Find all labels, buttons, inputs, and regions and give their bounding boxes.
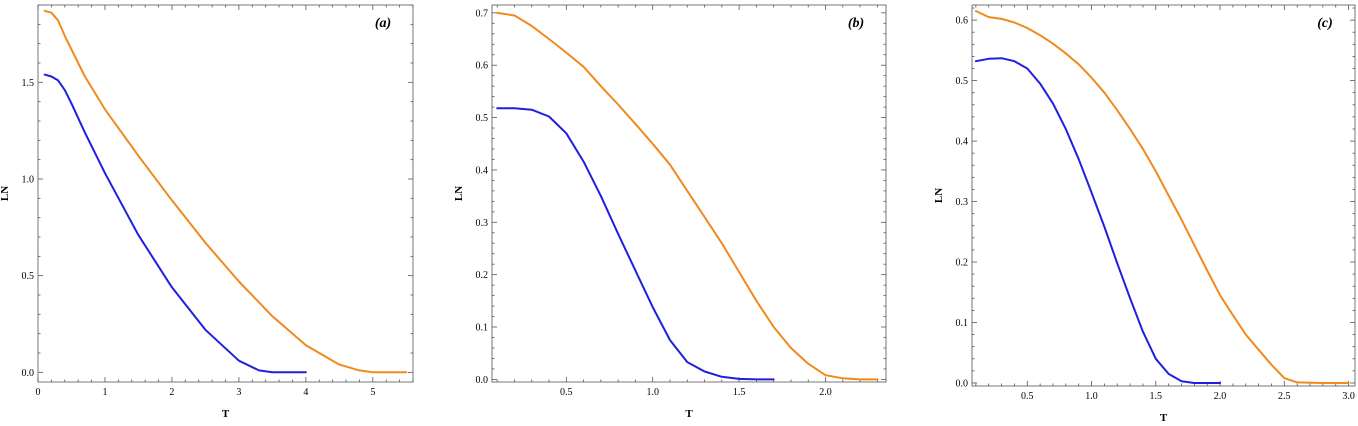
y-tick-label: 0.5 xyxy=(956,76,969,87)
y-tick-label: 0.0 xyxy=(956,378,969,389)
x-axis-label: T xyxy=(222,408,230,420)
series-line-1 xyxy=(974,10,1350,384)
chart-panel-1: 0 1 2 3 4 5 0.0 0.5 1.0 1.5 T LN (a) xyxy=(0,4,414,420)
x-tick-label: 2.0 xyxy=(1214,391,1227,402)
y-tick-label: 0.6 xyxy=(476,61,489,72)
x-tick-label: 4 xyxy=(303,387,308,398)
y-tick-label: 0.2 xyxy=(956,258,969,269)
y-tick-label: 0.4 xyxy=(476,165,489,176)
y-tick-label: 0.2 xyxy=(476,270,489,281)
x-tick-label: 2.5 xyxy=(1278,391,1291,402)
y-tick-label: 0.3 xyxy=(476,218,489,229)
y-tick-label: 0.1 xyxy=(956,318,969,329)
x-tick-label: 1.5 xyxy=(1150,391,1163,402)
x-tick-label: 1.0 xyxy=(1085,391,1098,402)
series-line-2 xyxy=(974,57,1222,384)
x-tick-label: 3 xyxy=(236,387,241,398)
x-tick-label: 0.5 xyxy=(560,387,573,398)
chart-panel-3: 0.5 1.0 1.5 2.0 2.5 3.0 0.0 0.1 0.2 0.3 0.4 0.5 0.6 T… xyxy=(933,4,1356,424)
x-tick-label: 2 xyxy=(169,387,174,398)
x-tick-label: 0 xyxy=(36,387,41,398)
y-tick-label: 0.7 xyxy=(476,8,489,19)
x-tick-label: 0.5 xyxy=(1021,391,1034,402)
y-tick-label: 0.0 xyxy=(476,375,489,386)
x-axis-label: T xyxy=(1160,412,1168,424)
plot-frame xyxy=(971,4,1356,387)
y-tick-label: 0.3 xyxy=(956,197,969,208)
x-tick-label: 2.0 xyxy=(819,387,832,398)
y-axis-label: LN xyxy=(0,186,11,201)
x-tick-label: 3.0 xyxy=(1342,391,1355,402)
y-tick-label: 0.4 xyxy=(956,137,969,148)
x-tick-label: 5 xyxy=(370,387,375,398)
series-line-2 xyxy=(496,107,775,381)
chart-panel-2: 0.5 1.0 1.5 2.0 0.0 0.1 0.2 0.3 0.4 0.5 0.6 0.7 T LN (… xyxy=(453,4,887,420)
plot-frame xyxy=(491,4,887,383)
panel-label: (c) xyxy=(1317,16,1333,31)
series-line-1 xyxy=(43,9,408,374)
y-tick-label: 1.0 xyxy=(22,175,35,186)
y-tick-label: 0.5 xyxy=(476,113,489,124)
x-axis-label: T xyxy=(685,408,693,420)
x-tick-label: 1.0 xyxy=(646,387,659,398)
y-tick-label: 0.1 xyxy=(476,323,489,334)
x-tick-label: 1 xyxy=(102,387,107,398)
panel-label: (a) xyxy=(375,16,391,31)
series-line-2 xyxy=(43,73,307,374)
x-tick-label: 1.5 xyxy=(733,387,746,398)
y-tick-label: 0.5 xyxy=(22,271,35,282)
series-line-1 xyxy=(496,11,879,381)
y-tick-label: 0.6 xyxy=(956,16,969,27)
y-tick-label: 1.5 xyxy=(22,78,35,89)
y-axis-label: LN xyxy=(933,188,945,203)
y-tick-label: 0.0 xyxy=(22,368,35,379)
panel-label: (b) xyxy=(848,16,864,31)
y-axis-label: LN xyxy=(453,186,465,201)
